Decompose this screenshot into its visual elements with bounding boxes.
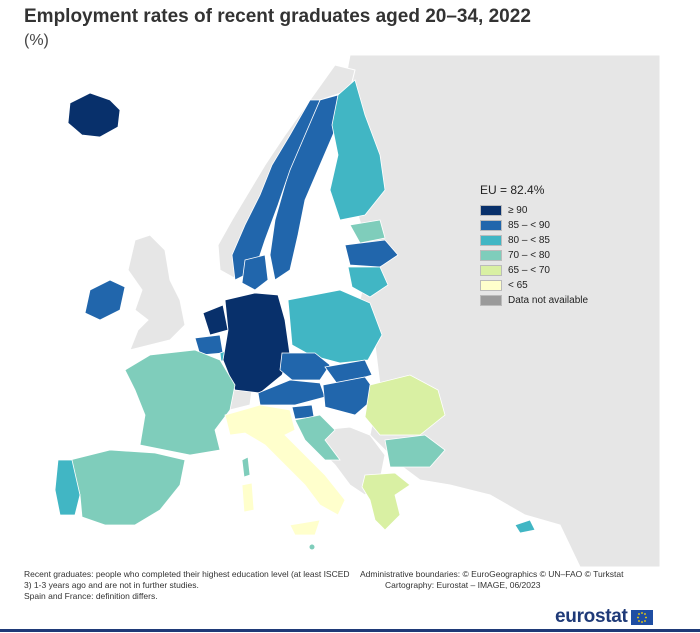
legend-label: 65 – < 70 [508,265,550,276]
legend-swatch [480,265,502,276]
germany [222,292,291,394]
legend-label: Data not available [508,295,589,306]
romania [364,374,446,436]
lithuania [347,266,389,298]
map-subtitle: (%) [24,32,49,49]
legend-label: 85 – < 90 [508,220,550,231]
legend-item: 80 – < 85 [480,233,588,248]
sicily [289,519,321,536]
iceland [67,92,121,138]
legend-item: ≥ 90 [480,203,588,218]
legend-swatch [480,220,502,231]
legend-item: Data not available [480,293,588,308]
map-legend: EU = 82.4% ≥ 90 85 – < 90 80 – < 85 70 –… [480,183,588,308]
admin-boundaries-credit: Administrative boundaries: © EuroGeograp… [360,569,624,579]
credits: Administrative boundaries: © EuroGeograp… [360,569,660,591]
legend-swatch [480,295,502,306]
footnote-definition: Recent graduates: people who completed t… [24,569,350,590]
portugal [54,459,81,516]
map-title: Employment rates of recent graduates age… [24,6,531,27]
malta [309,544,315,550]
legend-item: 70 – < 80 [480,248,588,263]
footnote-exception: Spain and France: definition differs. [24,591,158,601]
choropleth-map [20,55,660,567]
cartography-credit: Cartography: Eurostat – IMAGE, 06/2023 [385,580,541,590]
bulgaria [384,434,446,468]
france [124,349,236,456]
greece [361,472,411,531]
legend-swatch [480,235,502,246]
legend-label: < 65 [508,280,528,291]
poland [287,289,383,364]
croatia [294,414,341,461]
eu-flag-icon [630,609,653,625]
eurostat-logo: eurostat [555,606,653,628]
legend-label: ≥ 90 [508,205,528,216]
eurostat-wordmark: eurostat [555,606,628,627]
cyprus [514,519,536,534]
footer-rule [0,629,700,632]
legend-swatch [480,250,502,261]
legend-item: < 65 [480,278,588,293]
legend-item: 65 – < 70 [480,263,588,278]
denmark [241,254,269,291]
estonia [349,219,386,244]
eu-average-label: EU = 82.4% [480,183,545,197]
uk-land [127,234,186,351]
ireland [84,279,126,321]
legend-swatch [480,205,502,216]
legend-label: 80 – < 85 [508,235,550,246]
slovakia [324,359,373,386]
legend-swatch [480,280,502,291]
italy [224,404,346,516]
latvia [344,239,399,268]
finland [329,79,386,221]
legend-label: 70 – < 80 [508,250,550,261]
czechia [279,352,331,381]
sardinia [241,482,255,513]
legend-item: 85 – < 90 [480,218,588,233]
corsica [241,456,251,478]
footnotes: Recent graduates: people who completed t… [24,569,354,602]
